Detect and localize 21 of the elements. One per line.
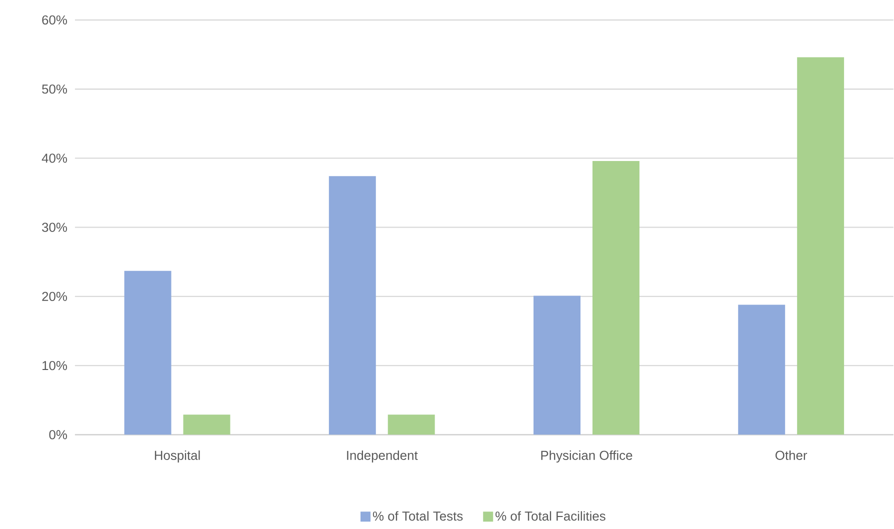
y-tick-label: 10%	[42, 361, 67, 370]
x-tick-label: Independent	[347, 450, 418, 463]
y-tick-label: 20%	[42, 292, 67, 302]
bar	[797, 57, 844, 435]
bar	[183, 414, 230, 435]
y-tick-label: 60%	[42, 16, 67, 25]
legend-label: % of Total Tests	[372, 511, 463, 521]
bar	[592, 161, 640, 435]
y-tick-label: 30%	[42, 222, 67, 232]
bar	[124, 271, 172, 435]
y-tick-label: 40%	[42, 154, 67, 163]
x-tick-label: Other	[776, 450, 808, 460]
legend-label: % of Total Facilities	[496, 511, 606, 521]
bar	[738, 304, 786, 435]
x-tick-label: Hospital	[154, 450, 200, 463]
y-tick-label: 0%	[49, 430, 67, 440]
x-tick-label: Physician Office	[541, 450, 632, 463]
bar	[534, 296, 580, 435]
bar	[388, 414, 435, 435]
y-tick-label: 50%	[42, 84, 67, 94]
bar	[328, 176, 376, 435]
